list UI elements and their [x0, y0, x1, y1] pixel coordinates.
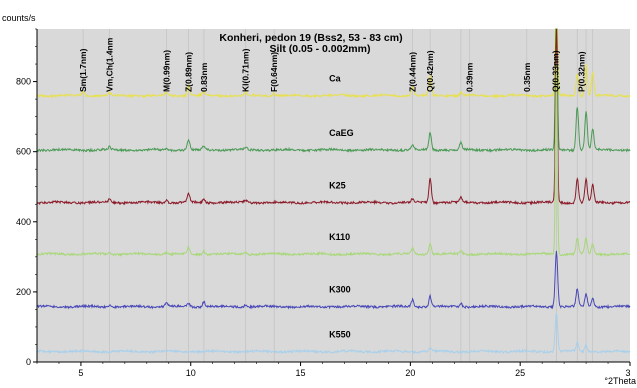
peak-annotation: 0.35nm [522, 62, 532, 92]
x-tick-label: 25 [515, 368, 525, 378]
x-tick-label: 5 [78, 368, 83, 378]
series-label: K110 [329, 232, 350, 242]
y-tick-label: 400 [16, 217, 31, 227]
series-trace [36, 28, 631, 153]
peak-annotation: Kl(0.71nm) [241, 48, 251, 92]
peak-annotations: Sm(1.7nm) Vm,Ch(1.4nm M(0.99nm) Z(0.89nm) 0.… [78, 37, 587, 92]
chart-title: Konheri, pedon 19 (Bss2, 53 - 83 cm) [219, 32, 402, 44]
peak-annotation: F(0.64nm) [269, 52, 279, 92]
peak-annotation: Z(0.44nm) [408, 52, 418, 92]
peak-annotation: Q(0.42nm) [425, 50, 435, 92]
y-axis-unit: counts/s [2, 13, 36, 23]
x-tick-label: 15 [296, 368, 306, 378]
peak-annotation: 0.83nm [199, 62, 209, 92]
peak-annotation: Z(0.89nm) [184, 52, 194, 92]
x-axis-ticks: 5 10 15 20 25 3 [36, 362, 631, 378]
chart-subtitle: Silt (0.05 - 0.002mm) [270, 43, 371, 55]
y-axis-ticks: 0 200 400 600 800 [16, 28, 37, 367]
y-tick-label: 800 [16, 77, 31, 87]
series-label: K550 [329, 329, 351, 339]
series-trace [36, 28, 631, 206]
series-label: CaEG [329, 128, 354, 138]
peak-annotation: 0.39nm [465, 62, 475, 92]
peak-annotation: P(0.32nm) [577, 51, 587, 92]
series-trace [36, 312, 631, 355]
y-tick-label: 0 [26, 357, 31, 367]
series-label: K300 [329, 285, 351, 295]
peak-annotation: Vm,Ch(1.4nm [104, 37, 114, 92]
x-tick-label: 20 [405, 368, 415, 378]
peak-annotation: Q(0.33nm) [550, 50, 560, 92]
peak-annotation: Sm(1.7nm) [78, 48, 88, 92]
y-tick-label: 600 [16, 147, 31, 157]
series-label: K25 [329, 181, 346, 191]
series-trace [36, 65, 631, 258]
series-trace [36, 250, 631, 310]
x-tick-label: 10 [186, 368, 196, 378]
x-axis-unit: °2Theta [604, 376, 636, 386]
series-label: Ca [329, 74, 341, 84]
y-tick-label: 200 [16, 287, 31, 297]
series-labels: Ca CaEG K25 K110 K300 K550 [329, 74, 354, 340]
series-trace [36, 28, 631, 99]
peak-annotation: M(0.99nm) [162, 50, 172, 92]
x-tick-label: 3 [625, 368, 630, 378]
diffraction-traces [36, 28, 631, 362]
